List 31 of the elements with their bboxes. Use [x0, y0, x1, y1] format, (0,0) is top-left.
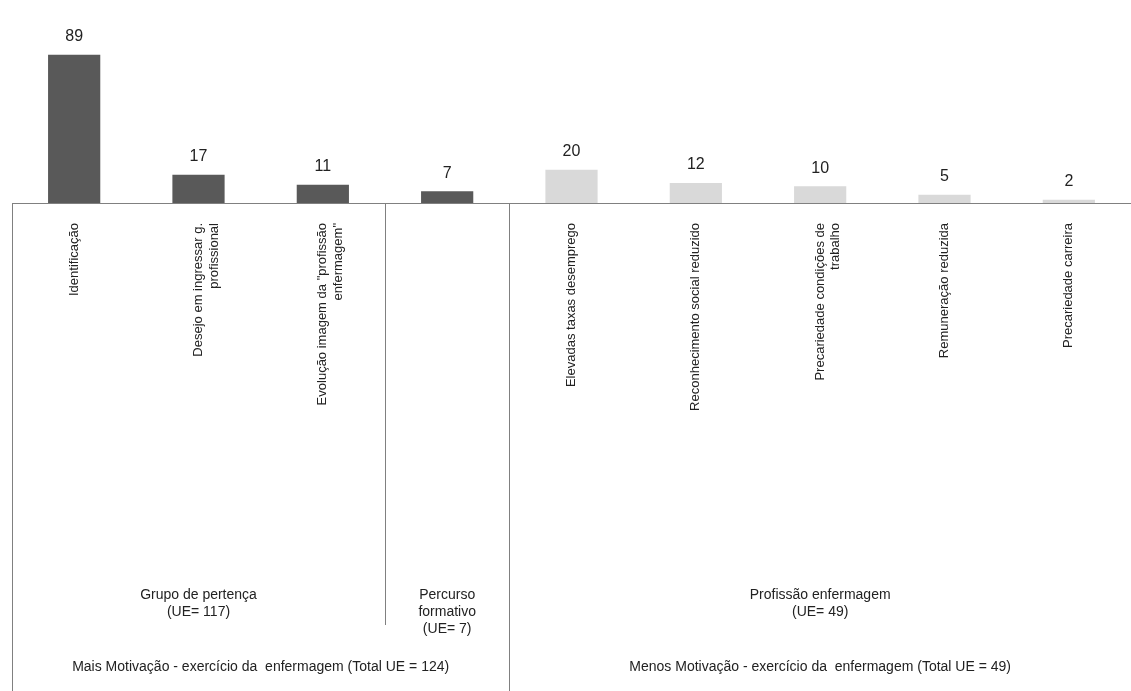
data-label: 20 [562, 142, 581, 160]
data-label: 10 [811, 158, 830, 176]
x-tick-label: Remuneração reduzida [936, 222, 952, 359]
text: Grupo de pertença (UE= 117) [140, 585, 258, 619]
x-tick-label: Identificação [65, 223, 81, 296]
bar [296, 184, 349, 203]
bar [1042, 199, 1095, 203]
data-label: 12 [686, 155, 705, 173]
data-label: 11 [314, 157, 332, 175]
text: Percurso formativo (UE= 7) [418, 585, 477, 636]
data-label: 7 [442, 163, 452, 181]
bar [669, 183, 722, 203]
bar [172, 174, 225, 203]
x-tick-label: Precariedade condições de trabalho [811, 223, 843, 381]
bar [918, 194, 971, 203]
bar [48, 54, 101, 203]
data-label: 89 [65, 27, 84, 45]
bar [794, 186, 847, 203]
data-label: 2 [1064, 172, 1074, 190]
data-label: 5 [940, 167, 950, 185]
bar [545, 169, 598, 203]
x-tick-label: Desejo em ingressar g. profissional [190, 222, 221, 357]
text: Mais Motivação - exercício da enfermagem (Total UE = 124) [72, 657, 450, 674]
bar [421, 191, 474, 203]
data-label: 17 [189, 147, 208, 165]
text: Menos Motivação - exercício da enfermagem (Total UE = 49) [629, 657, 1011, 674]
x-tick-label: Evolução imagem da "profissão enfermagem" [314, 222, 346, 406]
x-tick-label: Reconhecimento social reduzido [687, 223, 703, 411]
x-tick-label: Precariedade carreira [1060, 222, 1076, 349]
text: Profissão enfermagem (UE= 49) [749, 585, 891, 619]
x-tick-label: Elevadas taxas desemprego [563, 223, 579, 388]
